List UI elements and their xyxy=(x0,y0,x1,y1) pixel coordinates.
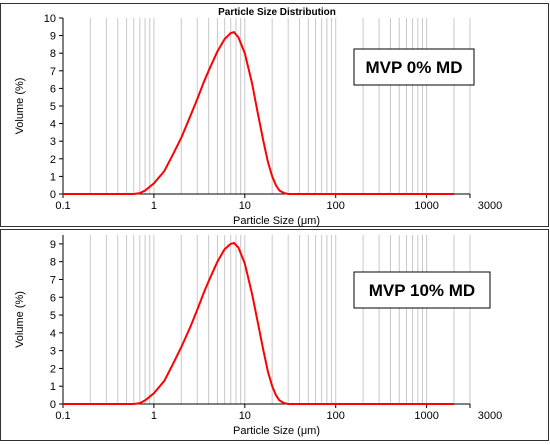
x-axis-label: Particle Size (μm) xyxy=(233,425,320,437)
chart-panel-top: 0 1 2 3 4 5 6 7 8 9 10 0.1 1 10 100 1000 3000 Particle Si… xyxy=(0,3,549,227)
y-tick-label: 9 xyxy=(50,239,56,251)
y-tick-label: 8 xyxy=(50,48,56,60)
x-axis-label: Particle Size (μm) xyxy=(233,215,320,227)
chart-bottom: 0 1 2 3 4 5 6 7 8 9 0.1 1 10 100 1000 3000 Particle Size… xyxy=(14,235,502,437)
chart-panel-bottom: 0 1 2 3 4 5 6 7 8 9 0.1 1 10 100 1000 3000 Particle Size… xyxy=(0,229,549,441)
y-tick-label: 1 xyxy=(50,171,56,183)
y-tick-label: 3 xyxy=(50,136,56,148)
x-tick-label: 3000 xyxy=(478,200,502,212)
y-tick-label: 7 xyxy=(50,274,56,286)
y-tick-label: 5 xyxy=(50,101,56,113)
y-tick-label: 1 xyxy=(50,381,56,393)
series-line xyxy=(63,30,454,195)
y-tick-label: 4 xyxy=(50,328,56,340)
x-tick-label: 10 xyxy=(239,200,251,212)
y-tick-label: 10 xyxy=(44,13,56,25)
y-tick-label: 6 xyxy=(50,83,56,95)
y-tick-label: 6 xyxy=(50,292,56,304)
y-tick-label: 0 xyxy=(50,189,56,201)
x-tick-label: 1000 xyxy=(414,410,438,422)
y-tick-label: 5 xyxy=(50,310,56,322)
annotation-box xyxy=(353,48,475,86)
y-tick-label: 2 xyxy=(50,154,56,166)
annotation-label: MVP 0% MD xyxy=(366,58,463,77)
y-tick-label: 2 xyxy=(50,363,56,375)
annotation-label: MVP 10% MD xyxy=(369,281,475,300)
annotation-box xyxy=(353,271,491,309)
chart-top: 0 1 2 3 4 5 6 7 8 9 10 0.1 1 10 100 1000 3000 Particle Si… xyxy=(14,7,502,227)
y-tick-label: 8 xyxy=(50,257,56,269)
x-tick-label: 1 xyxy=(151,410,157,422)
y-axis-label: Volume (%) xyxy=(14,78,26,135)
y-tick-label: 4 xyxy=(50,119,56,131)
x-tick-label: 1 xyxy=(151,200,157,212)
y-tick-label: 0 xyxy=(50,399,56,411)
x-tick-label: 100 xyxy=(327,410,345,422)
x-tick-label: 0.1 xyxy=(55,410,70,422)
y-tick-label: 3 xyxy=(50,346,56,358)
x-tick-label: 100 xyxy=(327,200,345,212)
x-tick-label: 10 xyxy=(239,410,251,422)
x-tick-label: 0.1 xyxy=(55,200,70,212)
chart-title: Particle Size Distribution xyxy=(218,7,336,18)
x-tick-label: 3000 xyxy=(478,410,502,422)
series-line xyxy=(63,241,454,405)
y-axis-label: Volume (%) xyxy=(14,291,26,348)
y-tick-label: 9 xyxy=(50,31,56,43)
y-tick-label: 7 xyxy=(50,66,56,78)
x-tick-label: 1000 xyxy=(414,200,438,212)
